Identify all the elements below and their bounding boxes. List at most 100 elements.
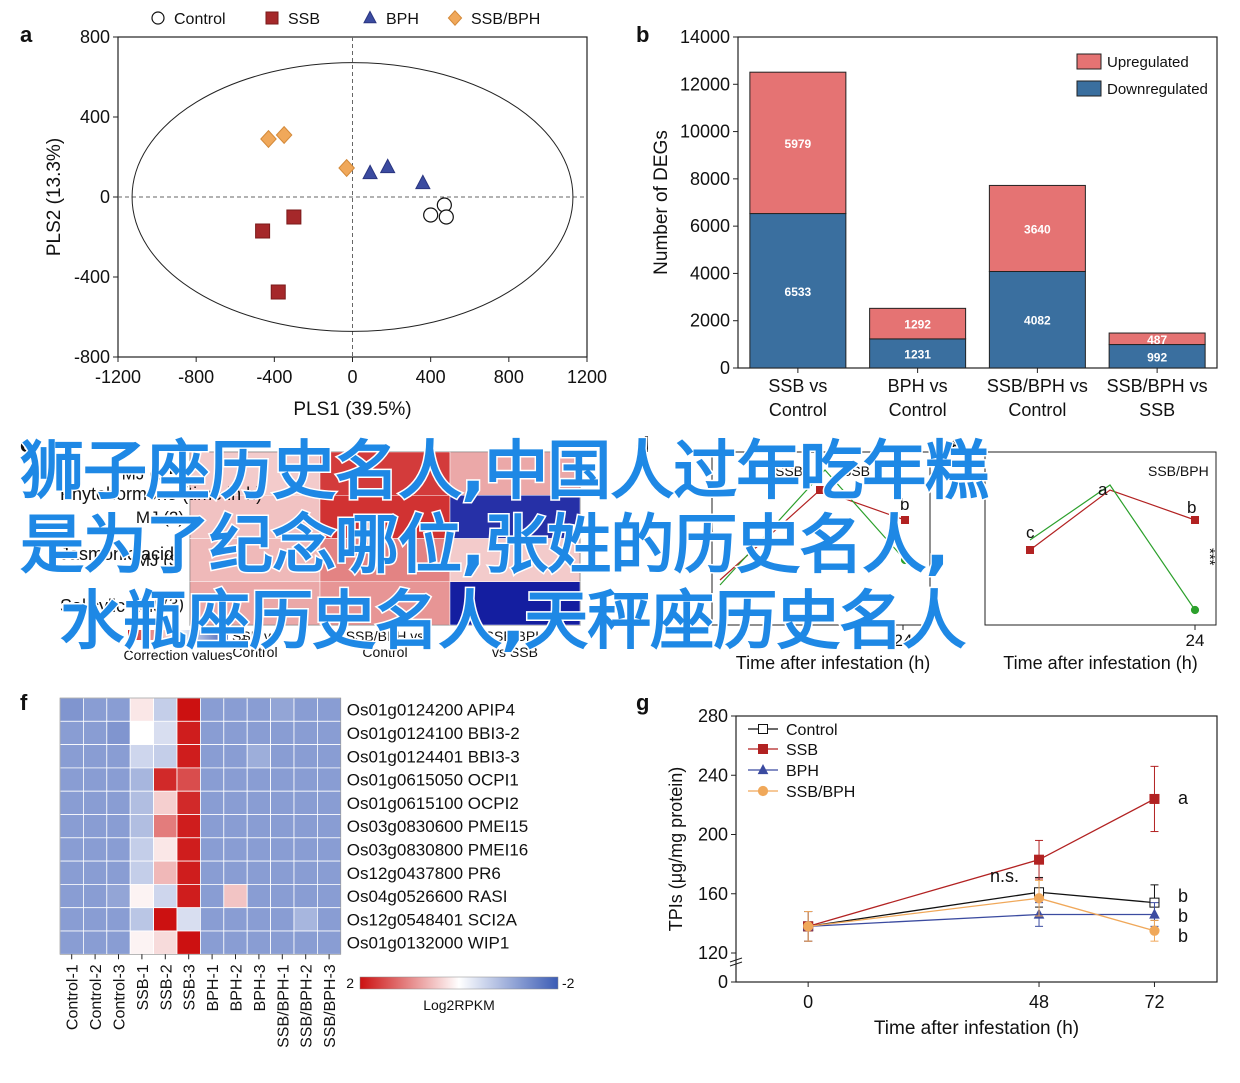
heatmap-cell [246,884,271,909]
x-tick-label: SSB/BPH vs [1107,376,1208,396]
point-ssb-bph [1149,925,1160,936]
legend-label: Control [174,11,226,28]
colorbar-tick: 1 [113,628,120,643]
heatmap-cell [106,860,131,885]
heatmap-cell [223,814,248,839]
series-line-ssb [807,798,1155,927]
x-tick-label: SSB [1139,400,1175,420]
heatmap-cell [176,767,201,792]
heatmap-cell [293,814,318,839]
annotation-letter: b [1178,926,1188,946]
point-ssb [286,209,302,225]
row-label: SA (3) [137,594,184,613]
col-label: SSB/BPH vs [346,628,425,644]
legend-marker-ssb [758,744,768,754]
annotation: b [900,495,909,514]
gene-label: Os01g0615050 OCPI1 [347,771,519,790]
col-label: SSB-2 [158,964,175,1010]
heatmap-cell [270,907,295,932]
row-label: MJ (2) [136,508,184,527]
heatmap-cell [293,790,318,815]
heatmap-cell [106,697,131,722]
heatmap-cell [59,907,84,932]
legend-label: Control [786,722,838,739]
heatmap-cell [59,790,84,815]
bar-downregulated [749,213,847,369]
col-label: Control [232,644,277,660]
heatmap-cell [129,860,154,885]
plot-frame [711,451,931,626]
heatmap-cell [199,790,225,815]
x-tick-label: 0 [347,367,357,387]
heatmap-cell [83,884,108,909]
panel-f-gene-heatmap: Os01g0124200 APIP4 Os01g0124100 BBI3-2 Os0… [59,697,575,1048]
col-label: SSB/BPH-2 [299,964,316,1048]
data-label-up: 487 [1147,333,1167,347]
heatmap-cell [270,860,295,885]
heatmap-cell [153,790,178,815]
series-line-green [719,469,906,586]
x-tick-label: 48 [1029,992,1049,1012]
panel-g-tpi-line: 0 120 160 200 240 280 0 48 72 Time after infestat… [666,706,1218,1039]
point-bph [379,158,396,174]
legend-marker-ssb-bph [447,10,463,26]
point-bph [362,164,378,180]
row-label: MJ (3) [136,551,184,570]
data-label-up: 1292 [904,318,931,332]
x-tick-label: -400 [256,367,292,387]
heatmap-cell [199,930,225,955]
heatmap-cell [199,860,225,885]
heatmap-cell [153,814,178,839]
colorbar [128,630,228,640]
heatmap-cell [106,767,131,792]
point-ssb-bph [260,129,277,149]
heatmap-cell [316,884,342,909]
heatmap-cell [223,930,248,955]
series-line-control [808,891,1155,927]
y-axis-label: Number of DEGs [651,130,672,275]
heatmap-cell [223,907,248,932]
heatmap-cell [293,884,318,909]
y-tick-label: 0 [100,187,110,207]
heatmap-cell [189,495,321,539]
heatmap-cell [189,581,321,626]
x-tick-label: Control [769,400,827,420]
y-tick-label: 6000 [690,216,730,236]
heatmap-cell [449,581,581,626]
gene-label: Os01g0124401 BBI3-3 [347,747,520,766]
x-tick-label: 24 [894,631,913,650]
heatmap-cell [83,790,108,815]
heatmap-cell [270,767,295,792]
col-label: SSB-1 [135,964,152,1010]
y-tick-label: -800 [74,347,110,367]
heatmap-cell [246,860,271,885]
y-tick-label: 280 [698,706,728,726]
panel-letter-d: d [636,432,649,457]
heatmap-cell [293,907,318,932]
legend-label: BPH [386,11,419,28]
x-tick-label: SSB/BPH vs [987,376,1088,396]
heatmap-cell [270,790,295,815]
heatmap-cell [106,837,131,862]
heatmap-cell [223,720,248,745]
row-group-label: Jasmonic acid [60,544,174,564]
plot-frame [735,715,1218,983]
point-ssb [1026,546,1034,554]
point-ssb [1149,793,1160,804]
bar-downregulated [988,270,1086,369]
heatmap-cell [176,720,201,745]
heatmap-cell [270,884,295,909]
legend-swatch [1076,80,1102,97]
heatmap-cell [293,697,318,722]
col-label: SSB vs [232,628,278,644]
bar-upregulated [749,71,847,215]
heatmap-cell [223,884,248,909]
heatmap-cell [199,907,225,932]
heatmap-cell [293,720,318,745]
heatmap-cell [449,538,581,582]
heatmap-cell [246,744,271,769]
annotation-ns: n.s. [990,866,1019,886]
heatmap-cell [129,790,154,815]
y-axis-label: PLS2 (13.3%) [44,138,65,256]
heatmap-cell [246,720,271,745]
